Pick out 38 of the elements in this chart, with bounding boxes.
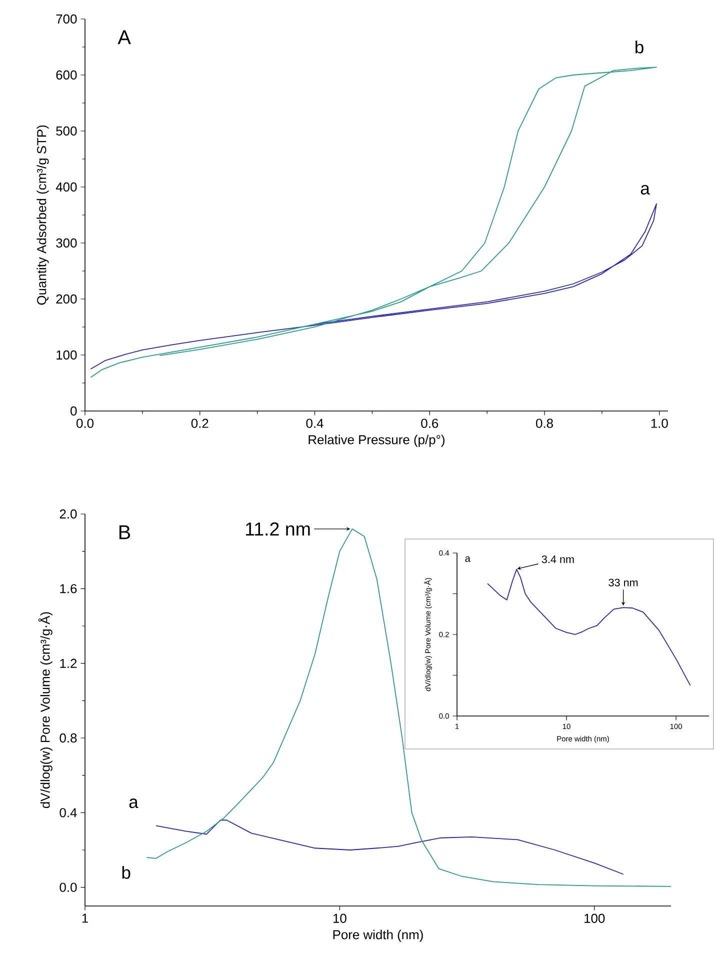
y-tick-label: 0.8 xyxy=(60,733,77,743)
x-tick-label: 0.0 xyxy=(76,418,94,428)
series-label: b xyxy=(122,866,130,879)
series-label: b xyxy=(636,40,644,54)
x-tick-label: 0.6 xyxy=(421,418,438,428)
y-tick-label: 600 xyxy=(56,70,77,80)
y-axis-title: dV/dlog(w) Pore Volume (cm³/g·Å) xyxy=(38,612,52,808)
y-tick-label: 0.0 xyxy=(60,882,77,892)
x-tick-label: 100 xyxy=(584,914,605,923)
y-tick-label: 1.2 xyxy=(60,658,77,668)
x-tick-label: 0.2 xyxy=(191,418,208,428)
text: a xyxy=(465,556,470,562)
y-tick-label: 700 xyxy=(56,14,77,24)
x-axis-title: Relative Pressure (p/p°) xyxy=(308,434,444,447)
y-tick-label: 400 xyxy=(56,182,77,192)
y-tick-label: 2.0 xyxy=(60,509,77,519)
x-tick-label: 1.0 xyxy=(651,418,668,428)
x-axis-title: Pore width (nm) xyxy=(333,930,423,942)
x-tick-label: 0.4 xyxy=(306,418,324,428)
chart-title: B xyxy=(119,525,130,540)
annotation: 11.2 nm xyxy=(246,522,310,536)
y-tick-label: 0.4 xyxy=(60,808,77,818)
annotation: 33 nm xyxy=(608,578,638,586)
x-tick-label: 1 xyxy=(82,914,88,923)
chart-title: A xyxy=(118,30,131,44)
y-tick-label: 0 xyxy=(70,406,77,416)
x-tick-label: 10 xyxy=(333,914,346,923)
y-tick-label: 500 xyxy=(56,126,77,136)
x-tick-label: 0.8 xyxy=(536,418,553,428)
y-tick-label: 100 xyxy=(56,350,77,360)
y-tick-label: 300 xyxy=(56,238,77,248)
line-series xyxy=(90,203,657,370)
series-label: a xyxy=(129,798,138,808)
y-axis-title: Quantity Adsorbed (cm³/g STP) xyxy=(36,125,49,305)
y-tick-label: 1.6 xyxy=(60,584,77,594)
series-label: a xyxy=(640,185,650,195)
annotation: 3.4 nm xyxy=(542,555,574,564)
y-tick-label: 200 xyxy=(56,294,77,304)
